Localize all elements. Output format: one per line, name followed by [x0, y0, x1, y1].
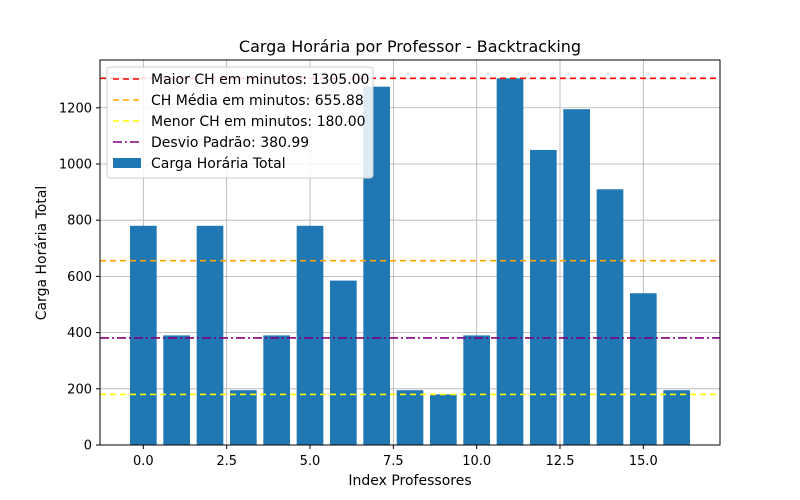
- bar-9: [430, 394, 457, 445]
- bar-13: [563, 109, 590, 445]
- x-tick-label: 7.5: [383, 454, 404, 469]
- y-tick-label: 200: [67, 382, 92, 397]
- chart-title: Carga Horária por Professor - Backtracki…: [239, 37, 581, 56]
- x-tick-label: 5.0: [300, 454, 321, 469]
- y-tick-label: 400: [67, 326, 92, 341]
- bar-11: [496, 78, 524, 446]
- bar-4: [263, 335, 290, 445]
- bar-5: [296, 225, 324, 445]
- x-tick-label: 0.0: [133, 454, 154, 469]
- y-tick-label: 1000: [59, 157, 92, 172]
- y-tick-label: 800: [67, 214, 92, 229]
- bar-2: [196, 225, 224, 445]
- legend-entry: Carga Horária Total: [151, 156, 286, 172]
- bar-1: [163, 335, 190, 445]
- plot-frame: [99, 59, 721, 446]
- x-axis-label: Index Professores: [348, 473, 471, 489]
- bar-8: [396, 390, 424, 445]
- axes: 0.0 2.5 5.0 7.5 10.0 12.5 15.0 0 200 400 600 800 100…: [59, 59, 721, 469]
- legend-entry: CH Média em minutos: 655.88: [151, 93, 364, 109]
- bar-0: [130, 225, 157, 445]
- x-tick-label: 2.5: [216, 454, 237, 469]
- bar-3: [230, 390, 257, 445]
- bar-14: [596, 189, 624, 445]
- bars: [130, 78, 690, 446]
- y-tick-label: 1200: [59, 101, 92, 116]
- legend-entry: Menor CH em minutos: 180.00: [151, 114, 366, 130]
- legend-swatch: [113, 158, 141, 168]
- y-tick-label: 600: [67, 270, 92, 285]
- x-tick-label: 15.0: [629, 454, 658, 469]
- y-tick-label: 0: [84, 439, 92, 454]
- x-tick-label: 10.0: [462, 454, 491, 469]
- y-axis-label: Carga Horária Total: [34, 186, 50, 321]
- bar-10: [463, 335, 490, 445]
- bar-12: [530, 149, 557, 445]
- x-tick-label: 12.5: [546, 454, 575, 469]
- bar-15: [630, 293, 657, 445]
- legend-entry: Desvio Padrão: 380.99: [151, 135, 309, 151]
- bar-16: [663, 390, 690, 445]
- bar-6: [330, 280, 357, 445]
- legend-entry: Maior CH em minutos: 1305.00: [151, 72, 369, 88]
- legend: Maior CH em minutos: 1305.00 CH Média em …: [106, 66, 374, 179]
- legend-box: [106, 66, 374, 179]
